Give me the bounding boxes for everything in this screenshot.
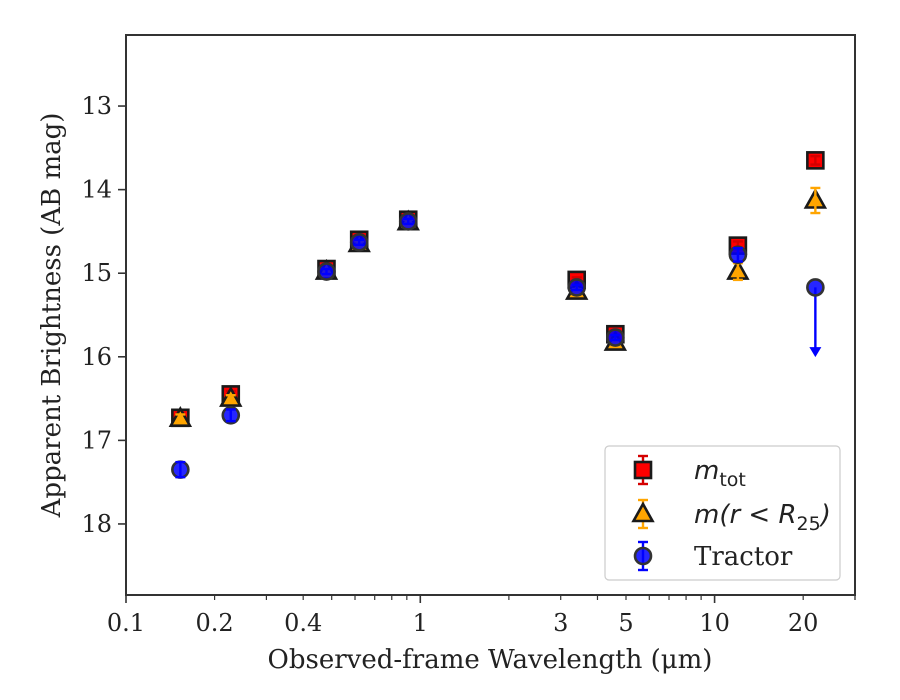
- x-tick-label: 3: [553, 609, 568, 637]
- error-bar: [571, 283, 582, 292]
- error-bar: [175, 413, 186, 425]
- y-axis: 13 14 15 16 17 18: [81, 92, 126, 538]
- error-bar: [321, 267, 332, 276]
- x-tick-label: 0.1: [107, 609, 145, 637]
- legend-label: m(r < R25): [694, 500, 831, 535]
- x-tick-label: 0.4: [284, 609, 322, 637]
- data-series: [168, 151, 828, 479]
- error-bar: [732, 246, 743, 263]
- error-bar: [175, 460, 186, 479]
- data-point: [806, 278, 825, 297]
- error-bar: [610, 333, 621, 342]
- y-tick-label: 18: [81, 510, 112, 538]
- error-bar: [403, 217, 414, 226]
- error-bar: [810, 154, 821, 166]
- x-axis: 0.1 0.2 0.4 1 3 5 10 20: [107, 595, 856, 637]
- y-tick-label: 13: [81, 92, 112, 120]
- error-bar: [354, 238, 365, 246]
- x-axis-label: Observed-frame Wavelength (μm): [268, 645, 713, 675]
- x-tick-label: 0.2: [196, 609, 234, 637]
- legend-marker: [631, 501, 655, 523]
- y-axis-label: Apparent Brightness (AB mag): [37, 113, 67, 519]
- error-bar: [225, 408, 236, 423]
- y-tick-label: 17: [81, 426, 112, 454]
- x-tick-label: 20: [788, 609, 819, 637]
- legend-marker: [633, 460, 653, 480]
- y-tick-label: 14: [81, 176, 112, 204]
- x-tick-label: 10: [699, 609, 730, 637]
- y-tick-label: 16: [81, 343, 112, 371]
- legend-label: Tractor: [694, 542, 793, 572]
- error-bar: [810, 186, 821, 215]
- legend-label: mtot: [694, 456, 746, 491]
- legend: mtot m(r < R25) Tractor: [604, 445, 841, 581]
- legend-marker: [633, 546, 653, 566]
- upper-limit-arrow: [809, 347, 822, 358]
- error-bar: [225, 394, 236, 404]
- x-tick-label: 1: [413, 609, 428, 637]
- y-tick-label: 15: [81, 259, 112, 287]
- legend-frame: [604, 445, 841, 581]
- series-3: [171, 212, 825, 479]
- x-tick-label: 5: [618, 609, 633, 637]
